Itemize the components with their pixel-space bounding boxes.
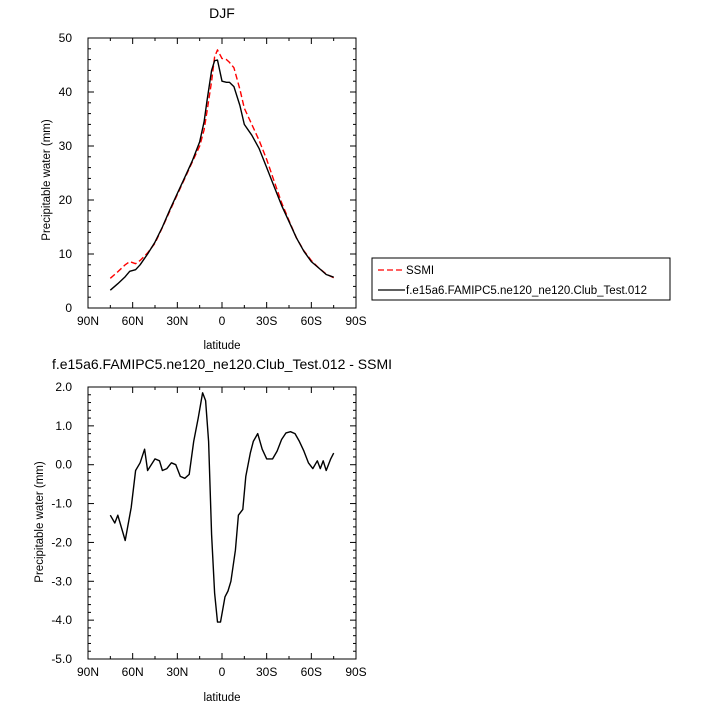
- legend-model-label: f.e15a6.FAMIPC5.ne120_ne120.Club_Test.01…: [406, 285, 647, 297]
- bottom-plot-area: 90N 60N 30N 0 30S 60S 90S 2.0 1.0 0.0 -1.0 -2.0 -3.0…: [51, 380, 366, 679]
- bottom-y-tick-label: -3.0: [51, 574, 72, 588]
- top-y-tick-label: 30: [59, 139, 73, 153]
- bottom-y-tick-label: 0.0: [55, 458, 72, 472]
- top-plot-area: 90N 60N 30N 0 30S 60S 90S 0 10 20 30 40 50: [59, 31, 367, 328]
- bottom-panel: f.e15a6.FAMIPC5.ne120_ne120.Club_Test.01…: [34, 356, 392, 704]
- bottom-series-line-model: [109, 392, 335, 623]
- bottom-y-tick-label: -5.0: [51, 652, 72, 666]
- bottom-y-tick-label: -1.0: [51, 497, 72, 511]
- top-x-tick-label: 90S: [345, 314, 366, 328]
- top-y-axis-label: Precipitable water (mm): [41, 119, 53, 241]
- top-series-line-model: [109, 59, 334, 291]
- top-x-tick-label: 30S: [256, 314, 277, 328]
- bottom-x-tick-label: 90S: [345, 665, 366, 679]
- top-x-tick-label: 0: [219, 314, 226, 328]
- bottom-y-tick-label: 2.0: [55, 380, 72, 394]
- bottom-x-tick-label: 0: [219, 665, 226, 679]
- legend-ssmi-label: SSMI: [406, 265, 434, 277]
- top-chart-title: DJF: [209, 5, 235, 21]
- bottom-x-tick-label: 90N: [77, 665, 99, 679]
- bottom-chart-title: f.e15a6.FAMIPC5.ne120_ne120.Club_Test.01…: [52, 356, 392, 372]
- top-y-tick-label: 20: [59, 193, 73, 207]
- bottom-x-axis-label: latitude: [203, 692, 240, 704]
- legend-box: [371, 257, 671, 301]
- bottom-x-tick-label: 60N: [122, 665, 144, 679]
- top-y-tick-label: 0: [65, 301, 72, 315]
- bottom-y-tick-label: 1.0: [55, 419, 72, 433]
- bottom-y-axis-label: Precipitable water (mm): [34, 461, 46, 583]
- bottom-y-tick-label: -2.0: [51, 535, 72, 549]
- bottom-x-tick-label: 60S: [301, 665, 322, 679]
- top-y-tick-label: 10: [59, 247, 73, 261]
- legend: SSMI f.e15a6.FAMIPC5.ne120_ne120.Club_Te…: [371, 257, 671, 301]
- top-x-tick-label: 60S: [301, 314, 322, 328]
- bottom-x-tick-label: 30S: [256, 665, 277, 679]
- bottom-x-tick-label: 30N: [166, 665, 188, 679]
- top-y-tick-label: 40: [59, 85, 73, 99]
- top-x-tick-label: 90N: [77, 314, 99, 328]
- bottom-y-tick-label: -4.0: [51, 613, 72, 627]
- top-x-tick-label: 30N: [166, 314, 188, 328]
- top-x-tick-label: 60N: [122, 314, 144, 328]
- top-y-tick-label: 50: [59, 31, 73, 45]
- top-panel: DJF 90N 60N 30N 0 30S 60S 90S 0 10 20 30 40 50 latit…: [41, 5, 367, 352]
- top-x-axis-label: latitude: [203, 340, 240, 352]
